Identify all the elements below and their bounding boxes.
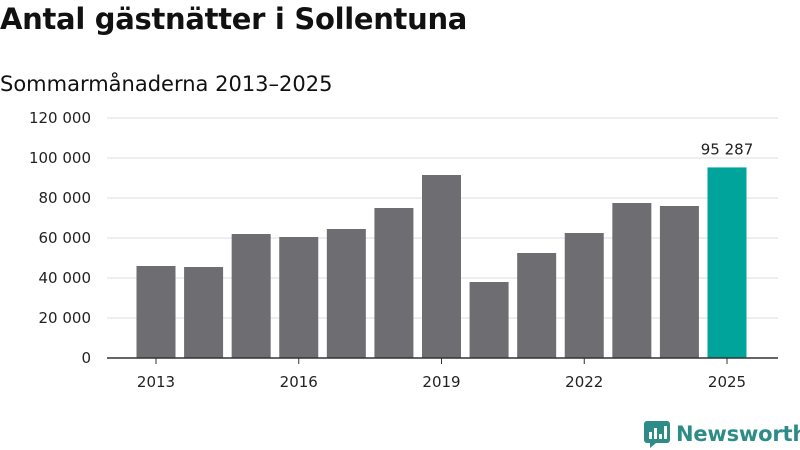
y-tick-label: 40 000 (39, 269, 92, 287)
bar-2020 (469, 282, 509, 358)
y-tick-label: 80 000 (39, 189, 92, 207)
bar-2023 (612, 203, 652, 358)
bar-2015 (231, 234, 271, 358)
bar-2025 (707, 167, 747, 358)
bar-2016 (279, 237, 319, 358)
brand-name: Newsworthy (676, 422, 800, 446)
x-tick-label: 2022 (565, 373, 603, 391)
y-tick-label: 0 (81, 349, 91, 367)
bar-2024 (659, 206, 699, 358)
chart-subtitle: Sommarmånaderna 2013–2025 (0, 72, 333, 96)
newsworthy-logo-icon (644, 421, 670, 448)
data-label-2025: 95 287 (701, 140, 754, 158)
bar-2018 (374, 208, 414, 358)
y-tick-label: 60 000 (39, 229, 92, 247)
x-tick-label: 2019 (422, 373, 460, 391)
bar-2013 (136, 266, 176, 358)
x-tick-label: 2013 (137, 373, 175, 391)
bar-2017 (326, 229, 366, 358)
y-tick-label: 100 000 (29, 149, 91, 167)
chart-title: Antal gästnätter i Sollentuna (0, 2, 468, 36)
y-tick-label: 20 000 (39, 309, 92, 327)
x-tick-label: 2016 (280, 373, 318, 391)
bar-2014 (184, 267, 224, 358)
x-tick-label: 2025 (708, 373, 746, 391)
bar-2021 (517, 253, 557, 358)
newsworthy-logo: Newsworthy (644, 419, 800, 449)
bar-2019 (422, 175, 461, 358)
y-tick-label: 120 000 (29, 109, 91, 127)
bar-2022 (564, 233, 604, 358)
